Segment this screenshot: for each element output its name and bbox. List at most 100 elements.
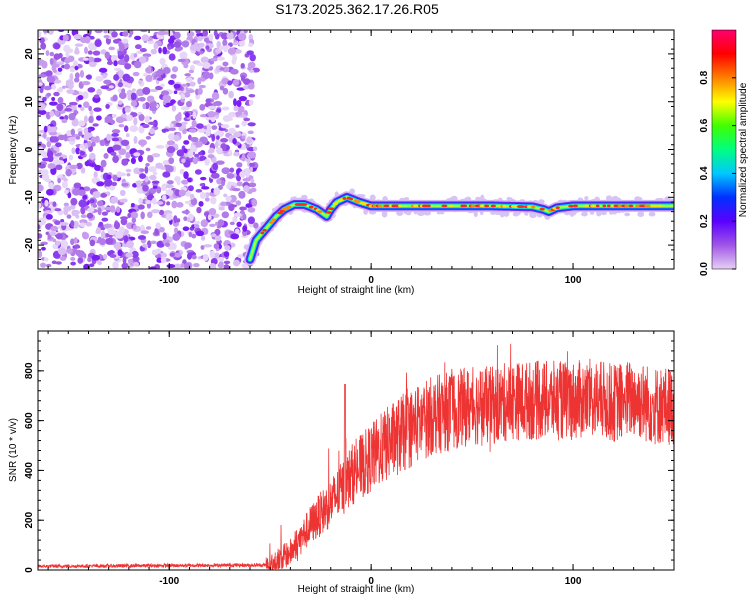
noise-blob <box>96 88 102 96</box>
spectrogram-x-tick-label: 0 <box>368 275 374 286</box>
noise-blob <box>48 101 58 106</box>
noise-blob <box>123 235 129 243</box>
noise-blob <box>168 241 175 249</box>
noise-blob <box>56 160 65 165</box>
spectrogram-x-tick-label: 100 <box>565 275 582 286</box>
noise-blob <box>80 214 87 219</box>
noise-blob <box>133 136 138 144</box>
noise-blob <box>145 226 152 230</box>
ridge-hot-spot <box>342 197 347 200</box>
noise-blob <box>56 103 64 111</box>
noise-blob <box>86 212 94 219</box>
noise-blob <box>59 256 67 261</box>
snr-y-tick-label: 0 <box>24 567 35 573</box>
noise-blob <box>124 54 130 63</box>
noise-blob <box>231 57 237 65</box>
noise-blob <box>41 246 46 251</box>
noise-blob <box>125 168 132 173</box>
spectrogram-y-tick-label: 0 <box>24 146 35 152</box>
ridge-hot-spot <box>332 202 339 205</box>
noise-blob <box>93 94 100 99</box>
noise-blob <box>83 133 90 141</box>
noise-blob <box>63 44 71 53</box>
ridge-hot-spot <box>484 204 490 208</box>
noise-blob <box>167 45 172 50</box>
ridge-hot-spot <box>270 218 276 222</box>
noise-blob <box>243 117 251 122</box>
noise-blob <box>78 131 83 137</box>
noise-blob <box>142 124 150 129</box>
spectrogram-y-axis: -20 -10 0 10 20 <box>24 29 674 270</box>
noise-blob <box>173 134 180 142</box>
noise-blob <box>113 241 122 250</box>
noise-blob <box>145 147 151 152</box>
noise-blob <box>113 74 120 81</box>
noise-blob <box>98 238 106 246</box>
ridge-hot-spot <box>479 204 486 208</box>
noise-blob <box>246 50 254 56</box>
noise-blob <box>232 42 240 46</box>
noise-blob <box>220 138 229 143</box>
noise-blob <box>162 232 167 240</box>
noise-blob <box>111 113 117 118</box>
noise-blob <box>183 148 188 154</box>
noise-blob <box>200 245 205 250</box>
noise-blob <box>138 155 143 163</box>
noise-blob <box>118 70 124 78</box>
noise-blob <box>213 243 220 250</box>
noise-blob <box>100 166 104 173</box>
noise-blob <box>199 183 205 187</box>
noise-blob <box>73 118 79 126</box>
noise-blob <box>49 57 54 65</box>
noise-blob <box>166 201 171 206</box>
ridge-hot-spot <box>602 204 607 208</box>
noise-blob <box>241 143 246 151</box>
noise-blob <box>247 216 256 225</box>
noise-blob <box>238 190 246 199</box>
ridge-hot-spot <box>519 205 525 209</box>
noise-blob <box>213 252 220 260</box>
noise-blob <box>236 99 242 108</box>
noise-blob <box>77 95 84 101</box>
noise-blob <box>173 215 178 224</box>
noise-blob <box>55 164 63 171</box>
noise-blob <box>38 103 46 111</box>
noise-blob <box>204 197 210 202</box>
noise-blob <box>138 197 143 205</box>
noise-blob <box>202 30 209 37</box>
noise-blob <box>117 100 123 105</box>
noise-blob <box>49 51 55 57</box>
noise-blob <box>91 254 101 261</box>
noise-blob <box>69 73 74 81</box>
noise-blob <box>178 125 184 132</box>
noise-blob <box>70 197 78 206</box>
noise-blob <box>175 113 182 122</box>
noise-blob <box>119 43 125 52</box>
noise-blob <box>117 88 123 94</box>
noise-blob <box>94 39 102 48</box>
noise-blob <box>209 250 215 259</box>
noise-blob <box>193 224 200 229</box>
noise-blob <box>167 133 176 141</box>
noise-blob <box>156 77 164 81</box>
noise-blob <box>126 114 133 122</box>
noise-blob <box>186 30 195 38</box>
noise-blob <box>98 67 108 73</box>
noise-blob <box>218 206 225 211</box>
ridge-halo-blob <box>506 196 511 201</box>
noise-blob <box>45 70 53 77</box>
noise-blob <box>41 60 48 69</box>
ridge-hot-spot <box>539 207 545 211</box>
noise-blob <box>232 216 237 221</box>
noise-blob <box>55 233 63 240</box>
noise-blob <box>131 217 137 224</box>
noise-blob <box>193 263 200 268</box>
noise-blob <box>121 38 129 44</box>
ridge-hot-spot <box>461 204 468 208</box>
noise-blob <box>138 139 147 146</box>
noise-blob <box>62 34 69 42</box>
noise-blob <box>216 108 222 114</box>
ridge-hot-spot <box>555 206 560 210</box>
noise-blob <box>242 213 247 221</box>
noise-blob <box>52 201 57 207</box>
